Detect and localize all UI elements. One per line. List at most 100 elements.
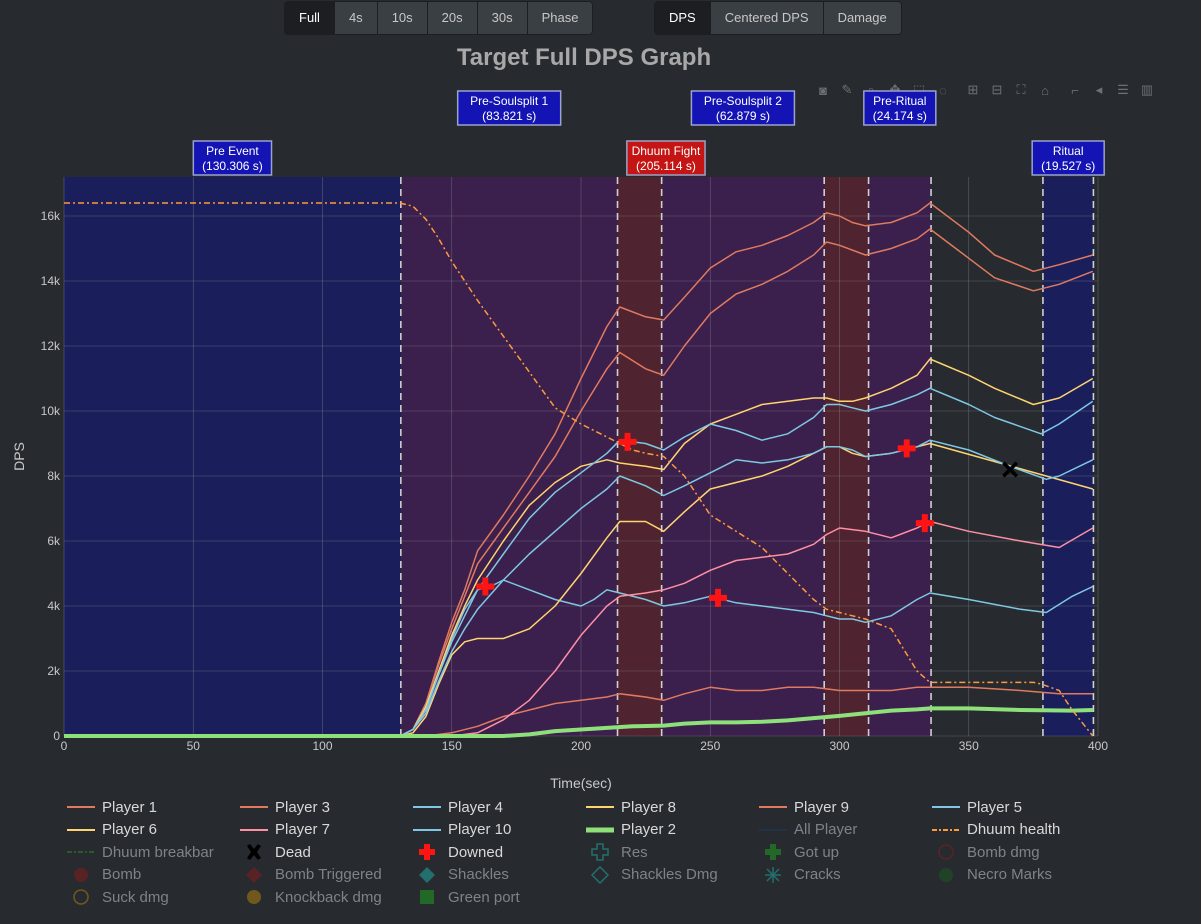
zoom-in-icon[interactable]: ⊞ <box>967 82 979 97</box>
phase-label-duration: (62.879 s) <box>716 109 770 123</box>
legend-symbol-dashdot-icon <box>932 828 960 831</box>
legend-item-res[interactable]: Res <box>585 841 648 863</box>
legend-item-player-3[interactable]: Player 3 <box>239 796 330 818</box>
phase-label-pre-ritual: Pre-Ritual(24.174 s) <box>863 90 937 126</box>
phase-label-name: Pre-Soulsplit 1 <box>470 94 548 108</box>
legend-item-cracks[interactable]: Cracks <box>758 864 841 886</box>
phase-label-duration: (83.821 s) <box>482 109 536 123</box>
phase-label-name: Pre-Ritual <box>873 94 926 108</box>
10s-button[interactable]: 10s <box>377 2 428 34</box>
phase-label-duration: (19.527 s) <box>1041 159 1095 173</box>
legend-symbol-diamond-icon <box>419 866 435 883</box>
dead-marker <box>1002 461 1019 478</box>
zoom-icon[interactable]: ⌕ <box>867 82 875 97</box>
4s-button[interactable]: 4s <box>334 2 378 34</box>
zoom-out-icon[interactable]: ⊟ <box>991 82 1003 97</box>
legend-symbol-asterisk-icon <box>765 866 781 883</box>
phase-label-duration: (130.306 s) <box>202 159 263 173</box>
legend-item-player-10[interactable]: Player 10 <box>412 819 511 841</box>
series-line-player-6 <box>64 442 1094 737</box>
legend-label: Shackles Dmg <box>621 866 718 884</box>
hover-compare-icon[interactable]: ☰ <box>1117 82 1129 97</box>
legend-item-bomb[interactable]: Bomb <box>66 864 141 886</box>
legend-item-shackles[interactable]: Shackles <box>412 864 509 886</box>
legend-item-downed[interactable]: Downed <box>412 841 503 863</box>
x-tick-label: 350 <box>959 739 979 753</box>
30s-button[interactable]: 30s <box>477 2 528 34</box>
legend-symbol-circle-icon <box>939 867 953 882</box>
20s-button[interactable]: 20s <box>427 2 478 34</box>
phase-label-duration: (205.114 s) <box>636 159 696 173</box>
spike-lines-icon[interactable]: ⌐ <box>1071 82 1079 98</box>
legend-item-necro-marks[interactable]: Necro Marks <box>931 864 1052 886</box>
dps-chart[interactable]: 0 50 100 150 200 250 300 350 400 0 2k 4k 6k 8k 10k 12k 1… <box>0 0 1201 795</box>
hover-closest-icon[interactable]: ◂ <box>1095 82 1103 97</box>
legend-symbol-diamond-icon <box>246 866 262 883</box>
legend-label: Player 2 <box>621 821 677 839</box>
legend-item-knockback-dmg[interactable]: Knockback dmg <box>239 886 382 908</box>
downed-marker <box>476 577 495 596</box>
phase-label-name: Pre-Soulsplit 2 <box>704 94 782 108</box>
legend-label: Bomb Triggered <box>275 866 382 884</box>
phase-label-pre-soulsplit-1: Pre-Soulsplit 1(83.821 s) <box>456 90 562 126</box>
autoscale-icon[interactable]: ⛶ <box>1016 82 1026 97</box>
legend-item-dead[interactable]: Dead <box>239 841 311 863</box>
legend-symbol-thick-line-icon <box>586 827 614 833</box>
legend-symbol-line-icon <box>759 806 787 808</box>
pan-icon[interactable]: ✥ <box>889 82 901 97</box>
downed-marker <box>915 514 934 533</box>
x-tick-label: 150 <box>442 739 462 753</box>
dps-button[interactable]: DPS <box>655 2 711 34</box>
phase-button[interactable]: Phase <box>527 2 593 34</box>
legend-item-player-9[interactable]: Player 9 <box>758 796 849 818</box>
plotly-logo-icon[interactable]: ▥ <box>1140 82 1154 97</box>
legend-item-player-5[interactable]: Player 5 <box>931 796 1022 818</box>
legend-item-dhuum-health[interactable]: Dhuum health <box>931 819 1060 841</box>
y-tick-label: 10k <box>41 404 61 418</box>
legend-label: Bomb dmg <box>967 843 1040 861</box>
phase-band-ritual <box>1042 177 1094 736</box>
legend-symbol-line-icon <box>413 828 441 831</box>
camera-icon[interactable]: ◙ <box>819 82 827 98</box>
legend-item-all-player[interactable]: All Player <box>758 819 857 841</box>
series-line-player-4 <box>64 579 1094 737</box>
pencil-icon[interactable]: ✎ <box>841 82 853 97</box>
y-tick-label: 8k <box>47 469 61 483</box>
full-button[interactable]: Full <box>285 2 335 34</box>
legend-label: Player 9 <box>794 798 850 816</box>
legend-item-got-up[interactable]: Got up <box>758 841 839 863</box>
legend-symbol-x-icon <box>247 844 261 861</box>
downed-marker <box>709 588 728 607</box>
legend-item-suck-dmg[interactable]: Suck dmg <box>66 886 169 908</box>
time-range-button-group: Full 4s 10s 20s 30s Phase <box>284 1 594 35</box>
legend-item-dhuum-breakbar[interactable]: Dhuum breakbar <box>66 841 214 863</box>
legend-item-shackles-dmg[interactable]: Shackles Dmg <box>585 864 718 886</box>
legend-symbol-cross-icon <box>765 844 781 861</box>
legend-item-bomb-dmg[interactable]: Bomb dmg <box>931 841 1040 863</box>
legend-item-player-8[interactable]: Player 8 <box>585 796 676 818</box>
legend-label: Player 10 <box>448 821 512 839</box>
downed-marker <box>618 432 637 451</box>
plot-modebar: ◙ ✎ ⌕ ✥ ⬚ ◌ ⊞ ⊟ ⛶ ⌂ ⌐ ◂ ☰ ▥ <box>812 80 1158 100</box>
legend-item-player-1[interactable]: Player 1 <box>66 796 157 818</box>
legend-item-player-2[interactable]: Player 2 <box>585 819 676 841</box>
reset-axes-icon[interactable]: ⌂ <box>1041 82 1049 98</box>
lasso-icon[interactable]: ◌ <box>939 82 947 98</box>
legend-label: Player 1 <box>102 798 158 816</box>
series-line-player-5 <box>64 387 1094 737</box>
legend-item-player-7[interactable]: Player 7 <box>239 819 330 841</box>
legend-label: Downed <box>448 843 504 861</box>
legend-symbol-circle-open-icon <box>938 844 954 860</box>
y-tick-label: 0 <box>53 729 60 743</box>
phase-band-pre-event <box>64 177 401 736</box>
centered-dps-button[interactable]: Centered DPS <box>710 2 824 34</box>
legend-item-player-4[interactable]: Player 4 <box>412 796 503 818</box>
x-tick-label: 100 <box>312 739 332 753</box>
damage-button[interactable]: Damage <box>823 2 901 34</box>
legend-item-player-6[interactable]: Player 6 <box>66 819 157 841</box>
legend-item-green-port[interactable]: Green port <box>412 886 520 908</box>
chart-title: Target Full DPS Graph <box>456 44 712 71</box>
phase-label-box <box>1031 140 1105 176</box>
legend-item-bomb-triggered[interactable]: Bomb Triggered <box>239 864 382 886</box>
y-tick-label: 2k <box>47 664 61 678</box>
